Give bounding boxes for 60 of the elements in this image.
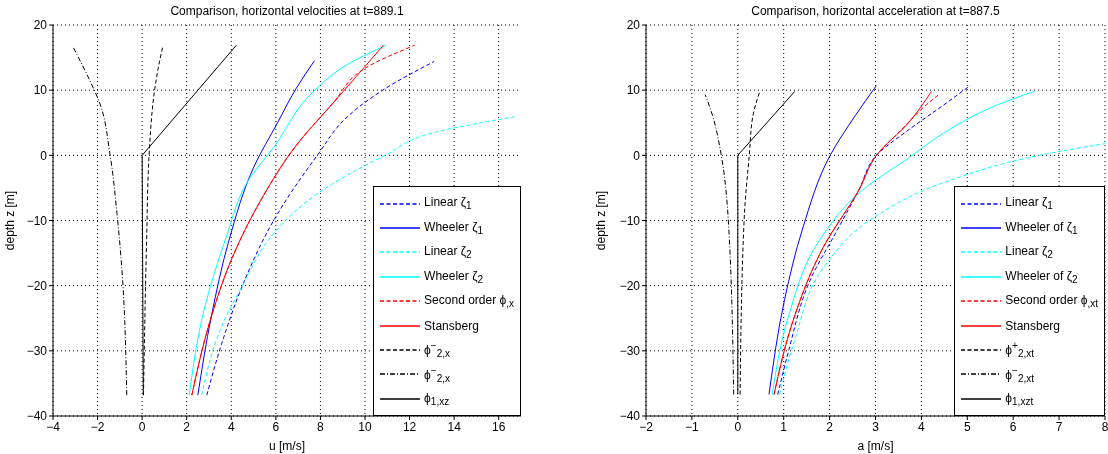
x-tick-label: 8 — [1101, 419, 1108, 434]
x-tick-label: 2 — [826, 419, 834, 434]
y-tick-label: 10 — [626, 83, 641, 98]
x-tick-label: −4 — [46, 419, 61, 434]
legend-label: Wheeler ζ$_{2}$ — [424, 268, 483, 286]
legend-label: Wheeler of ζ$_{1}$ — [1005, 219, 1078, 237]
legend-label: Stansberg — [1005, 318, 1061, 333]
x-tick-label: 2 — [183, 419, 191, 434]
x-tick-label: 6 — [1009, 419, 1017, 434]
x-tick-label: 0 — [138, 419, 146, 434]
legend-label: Wheeler ζ$_{1}$ — [424, 219, 483, 237]
x-tick-label: 4 — [918, 419, 926, 434]
x-tick-label: −2 — [639, 419, 654, 434]
x-tick-label: 7 — [1055, 419, 1063, 434]
line-series — [779, 143, 1105, 395]
legend-label: Stansberg — [424, 318, 479, 333]
legend-label: Linear ζ$_{1}$ — [1005, 195, 1053, 212]
y-tick-label: 0 — [633, 148, 641, 163]
y-tick-label: 10 — [33, 83, 48, 98]
y-tick-label: −20 — [619, 278, 641, 293]
y-tick-label: 20 — [33, 18, 48, 33]
line-series — [197, 60, 315, 396]
y-tick-label: −30 — [619, 344, 641, 359]
x-tick-label: −1 — [685, 419, 700, 434]
legend-label: Linear ζ$_{1}$ — [424, 195, 472, 212]
x-tick-label: 4 — [227, 419, 235, 434]
y-axis-title: depth z [m] — [3, 190, 17, 251]
x-tick-label: 0 — [734, 419, 742, 434]
line-series — [777, 85, 971, 395]
x-tick-label: −2 — [90, 419, 105, 434]
legend-label: Second order ϕ$_{,x}$ — [424, 293, 514, 310]
x-tick-label: 16 — [492, 419, 506, 434]
x-tick-label: 5 — [963, 419, 971, 434]
chart-title: Comparison, horizontal acceleration at t=887.5 — [751, 4, 1001, 18]
x-tick-label: 1 — [780, 419, 788, 434]
y-tick-label: −30 — [26, 344, 48, 359]
x-tick-label: 10 — [358, 419, 372, 434]
y-tick-label: 20 — [626, 18, 641, 33]
legend-label: Linear ζ$_{2}$ — [1005, 244, 1053, 261]
line-series — [768, 85, 877, 395]
legend-label: Linear ζ$_{2}$ — [424, 244, 472, 261]
y-tick-label: −40 — [26, 409, 48, 424]
chart-title: Comparison, horizontal velocities at t=889.1 — [170, 4, 404, 18]
y-tick-label: −40 — [619, 409, 641, 424]
y-tick-label: −10 — [26, 213, 48, 228]
legend-label: Second order ϕ$_{,xt}$ — [1005, 293, 1098, 310]
y-tick-label: −20 — [26, 278, 48, 293]
legend-label: ϕ$_{1,xz}$ — [424, 390, 450, 407]
x-tick-label: 14 — [447, 419, 462, 434]
x-tick-label: 3 — [872, 419, 880, 434]
y-tick-label: −10 — [619, 213, 641, 228]
y-tick-label: 0 — [40, 148, 48, 163]
y-axis-title: depth z [m] — [594, 190, 608, 251]
x-axis-title: u [m/s] — [268, 439, 306, 453]
x-tick-label: 6 — [272, 419, 280, 434]
x-axis-title: a [m/s] — [857, 439, 894, 453]
x-tick-label: 12 — [402, 419, 417, 434]
legend-label: Wheeler of ζ$_{2}$ — [1005, 268, 1078, 286]
x-tick-label: 8 — [317, 419, 325, 434]
legend-label: ϕ$_{1,xzt}$ — [1005, 390, 1034, 407]
